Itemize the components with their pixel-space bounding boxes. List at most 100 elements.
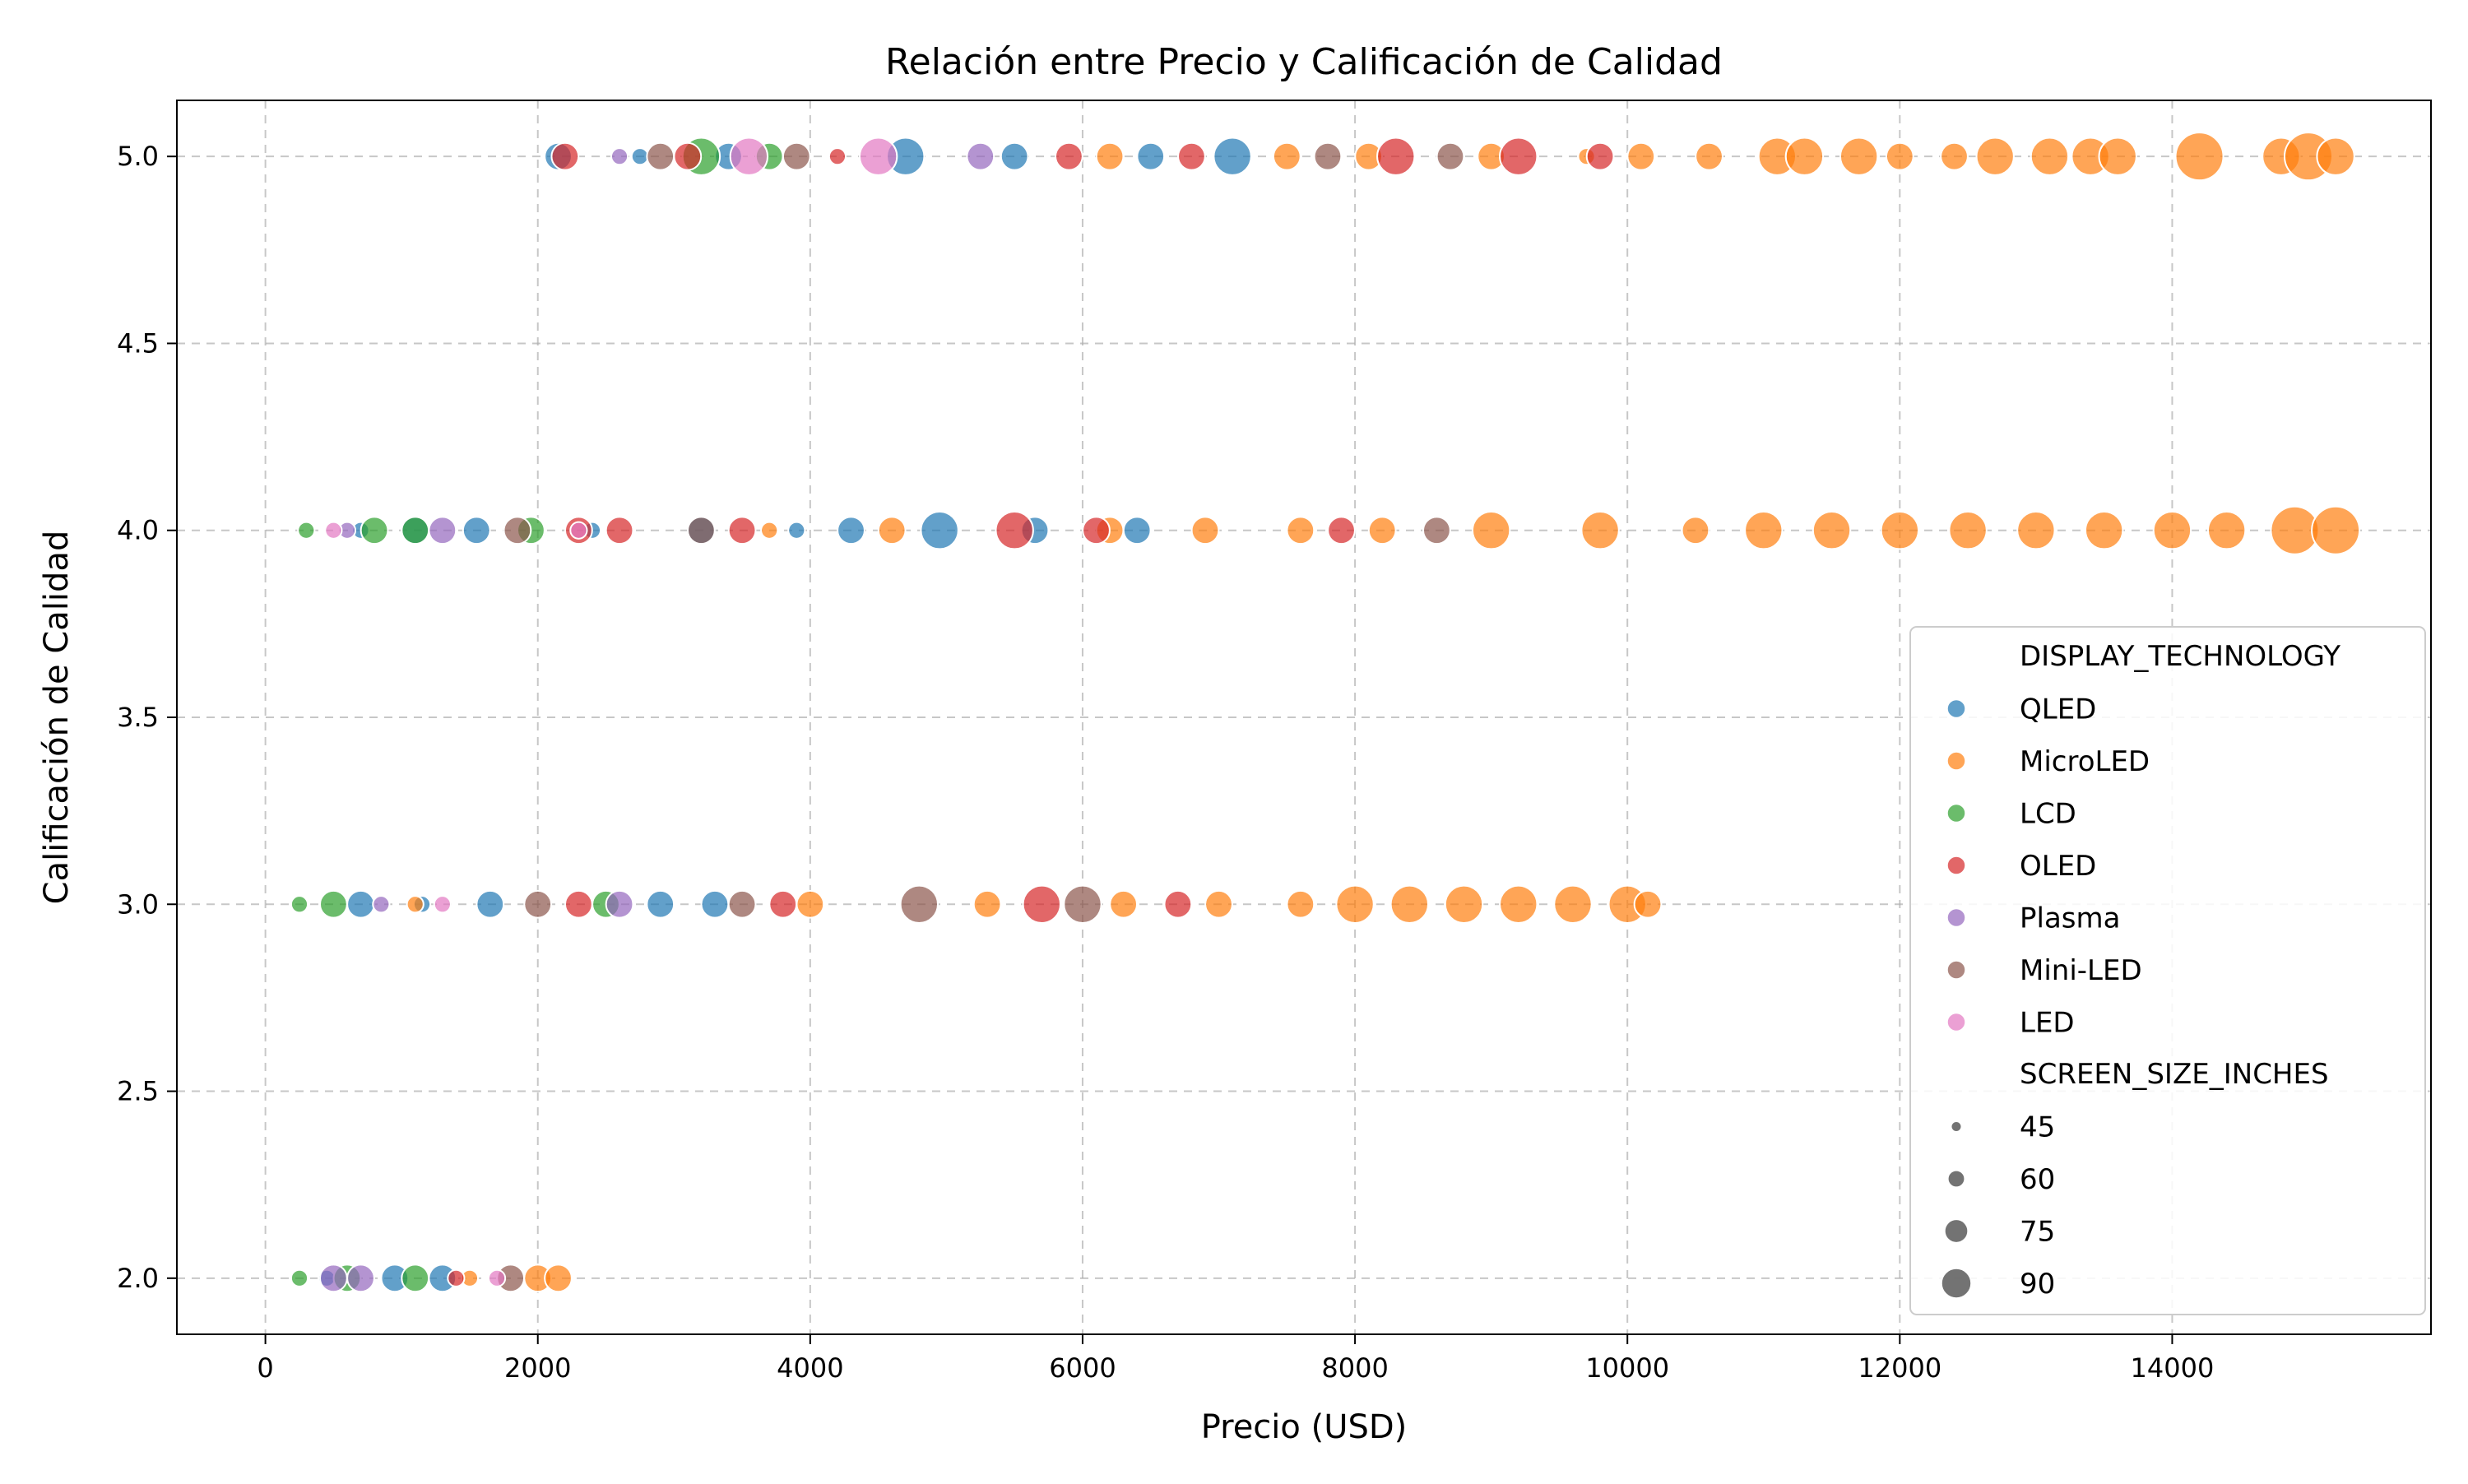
data-point [1975,137,2015,176]
data-point [318,1264,348,1293]
axis-ticks: 0 2000 4000 6000 8000 10000 12000 14000 2.0 2.5 3.… [117,141,2214,1384]
data-point [787,521,806,540]
x-tick-label: 12000 [1858,1352,1941,1384]
x-tick-label: 6000 [1049,1352,1116,1384]
data-point [1109,889,1139,919]
x-tick-label: 2000 [504,1352,571,1384]
data-point [2084,511,2124,550]
data-point [1812,511,1852,550]
data-point [1136,141,1166,171]
data-point [1633,889,1663,919]
data-point [828,147,847,166]
data-point [401,1264,430,1293]
data-point [503,516,532,545]
data-point [1367,516,1397,545]
data-point [1389,884,1430,924]
data-point [877,516,907,545]
data-point [2206,511,2247,550]
data-point [1580,511,1620,550]
data-point [782,141,811,171]
data-point [2311,505,2361,555]
data-point [2152,511,2192,550]
data-point [2016,511,2056,550]
data-point [2030,137,2070,176]
data-point [324,521,343,540]
data-point [1190,516,1220,545]
data-point [727,889,757,919]
data-point [768,889,798,919]
data-point [605,516,634,545]
y-tick-label: 3.0 [117,888,159,920]
data-point [1585,141,1615,171]
data-point [447,1268,466,1287]
data-point [727,516,757,545]
chart-title: Relación entre Precio y Calificación de … [885,41,1723,83]
data-point [1022,884,1061,924]
data-point [605,889,634,919]
data-point [550,141,580,171]
data-point [920,511,959,550]
y-tick-label: 2.5 [117,1076,159,1107]
data-point [1553,884,1593,924]
data-point [646,141,675,171]
data-point [1422,516,1451,545]
data-point [487,1268,507,1287]
data-point [290,1268,309,1287]
legend-size-title: SCREEN_SIZE_INCHES [2020,1058,2329,1091]
data-point [433,895,452,914]
data-point [837,516,865,545]
data-point [1885,141,1914,171]
data-point [1163,889,1193,919]
legend-entry-label: Mini-LED [2020,954,2142,987]
data-point [2174,132,2224,182]
data-point [972,889,1002,919]
y-tick-label: 3.5 [117,702,159,733]
data-point [544,1264,573,1293]
data-points [290,132,2361,1293]
data-point [630,147,650,166]
data-point [1055,141,1083,171]
legend-size-marker [1950,1120,1963,1133]
legend-size-marker [1941,1268,1972,1299]
data-point [1436,141,1465,171]
data-point [1499,137,1538,176]
data-point [564,889,593,919]
x-tick-label: 8000 [1321,1352,1388,1384]
x-tick-label: 10000 [1585,1352,1669,1384]
data-point [1095,141,1125,171]
y-tick-label: 5.0 [117,141,159,172]
x-tick-label: 4000 [777,1352,843,1384]
data-point [1000,141,1029,171]
legend-marker [1946,803,1966,823]
data-point [760,521,779,540]
data-point [646,889,675,919]
data-point [1286,889,1315,919]
data-point [1376,137,1416,176]
data-point [1499,884,1538,924]
data-point [1082,516,1111,545]
data-point [1880,511,1920,550]
legend-entry-label: MicroLED [2020,745,2150,778]
data-point [966,141,995,171]
legend-hue-title: DISPLAY_TECHNOLOGY [2020,640,2340,673]
data-point [1122,516,1152,545]
data-point [360,516,389,545]
plot-frame [176,100,2432,1335]
y-tick-label: 4.0 [117,515,159,546]
x-tick-label: 0 [257,1352,273,1384]
data-point [1940,141,1969,171]
legend-marker [1946,960,1966,980]
y-tick-label: 4.5 [117,327,159,359]
data-point [297,521,316,540]
legend: DISPLAY_TECHNOLOGY QLED MicroLED LCD OLED Pla… [1909,626,2426,1315]
data-point [1471,511,1511,550]
data-point [1948,511,1988,550]
data-point [476,889,505,919]
data-point [1335,884,1375,924]
legend-entry-label: LED [2020,1007,2075,1040]
data-point [1177,141,1206,171]
data-point [569,521,588,540]
data-point [796,889,825,919]
legend-size-marker [1944,1218,1969,1244]
